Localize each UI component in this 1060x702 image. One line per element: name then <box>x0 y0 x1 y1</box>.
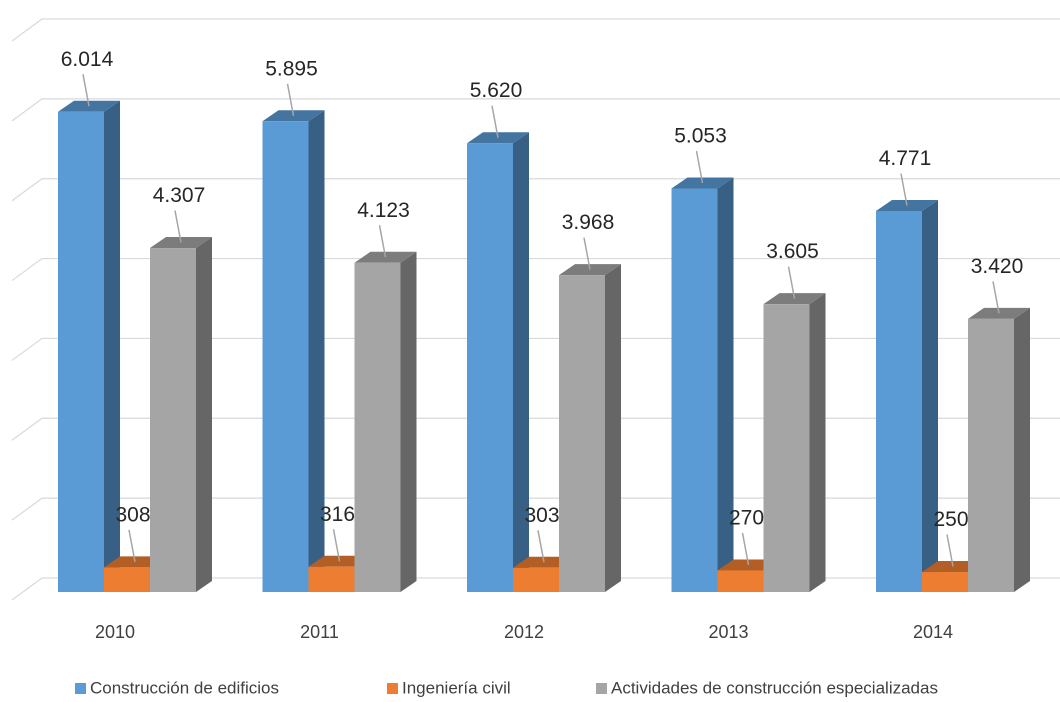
bar-side <box>1014 307 1030 592</box>
x-tick-label: 2014 <box>913 622 953 642</box>
bar <box>58 111 104 593</box>
x-tick-label: 2012 <box>504 622 544 642</box>
bar-side <box>400 251 417 592</box>
bar-side <box>809 293 826 592</box>
bar <box>104 567 150 592</box>
bar <box>717 570 764 592</box>
bar-side <box>922 200 938 592</box>
value-label: 4.123 <box>357 199 410 222</box>
leader-line <box>583 237 591 270</box>
x-tick-label: 2010 <box>95 622 135 642</box>
value-label: 5.620 <box>470 79 523 102</box>
value-label: 5.895 <box>265 57 318 80</box>
leader-line <box>695 150 704 184</box>
bar-side <box>717 177 734 592</box>
value-label: 6.014 <box>61 48 114 71</box>
value-label: 5.053 <box>674 125 727 148</box>
bar-side <box>196 237 212 592</box>
legend-label: Ingeniería civil <box>402 678 511 697</box>
bar <box>467 143 513 592</box>
legend-swatch <box>75 683 86 694</box>
leader-line <box>537 530 545 563</box>
leader-line <box>332 529 341 562</box>
value-label: 4.307 <box>153 184 206 207</box>
bar <box>876 211 922 592</box>
grid-line <box>11 18 1060 42</box>
bar <box>763 304 810 592</box>
bar <box>671 188 718 592</box>
bar <box>559 275 605 592</box>
leader-line <box>900 173 908 206</box>
bar <box>262 121 309 593</box>
legend-label: Construcción de edificios <box>90 678 279 697</box>
value-label: 250 <box>933 508 968 531</box>
grid-line <box>11 98 1060 122</box>
leader-line <box>741 532 750 566</box>
leader-line <box>128 529 136 563</box>
bar-side <box>513 132 529 592</box>
bar <box>308 566 355 592</box>
bar <box>922 572 968 592</box>
bar <box>150 248 196 592</box>
value-label: 3.420 <box>971 255 1024 278</box>
leader-line <box>174 210 182 243</box>
value-label: 3.605 <box>766 240 819 263</box>
value-label: 4.771 <box>879 147 932 170</box>
x-tick-label: 2011 <box>300 622 339 642</box>
leader-line <box>946 534 954 567</box>
leader-line <box>286 83 295 116</box>
value-label: 303 <box>524 504 559 527</box>
leader-line <box>992 281 1000 314</box>
bar-side <box>308 110 325 593</box>
leader-line <box>787 266 796 299</box>
x-tick-label: 2013 <box>708 622 748 642</box>
legend-swatch <box>387 683 398 694</box>
value-label: 3.968 <box>562 211 615 234</box>
leader-line <box>82 74 90 107</box>
bar <box>968 318 1014 592</box>
value-label: 316 <box>320 503 355 526</box>
value-label: 270 <box>729 506 764 529</box>
bar-side <box>605 264 621 592</box>
value-label: 308 <box>115 503 150 526</box>
legend-swatch <box>596 683 607 694</box>
leader-line <box>491 105 499 138</box>
bar <box>354 262 401 592</box>
bar <box>513 567 559 592</box>
leader-line <box>378 225 387 258</box>
bar-side <box>104 100 120 593</box>
legend-label: Actividades de construcción especializad… <box>611 678 938 697</box>
